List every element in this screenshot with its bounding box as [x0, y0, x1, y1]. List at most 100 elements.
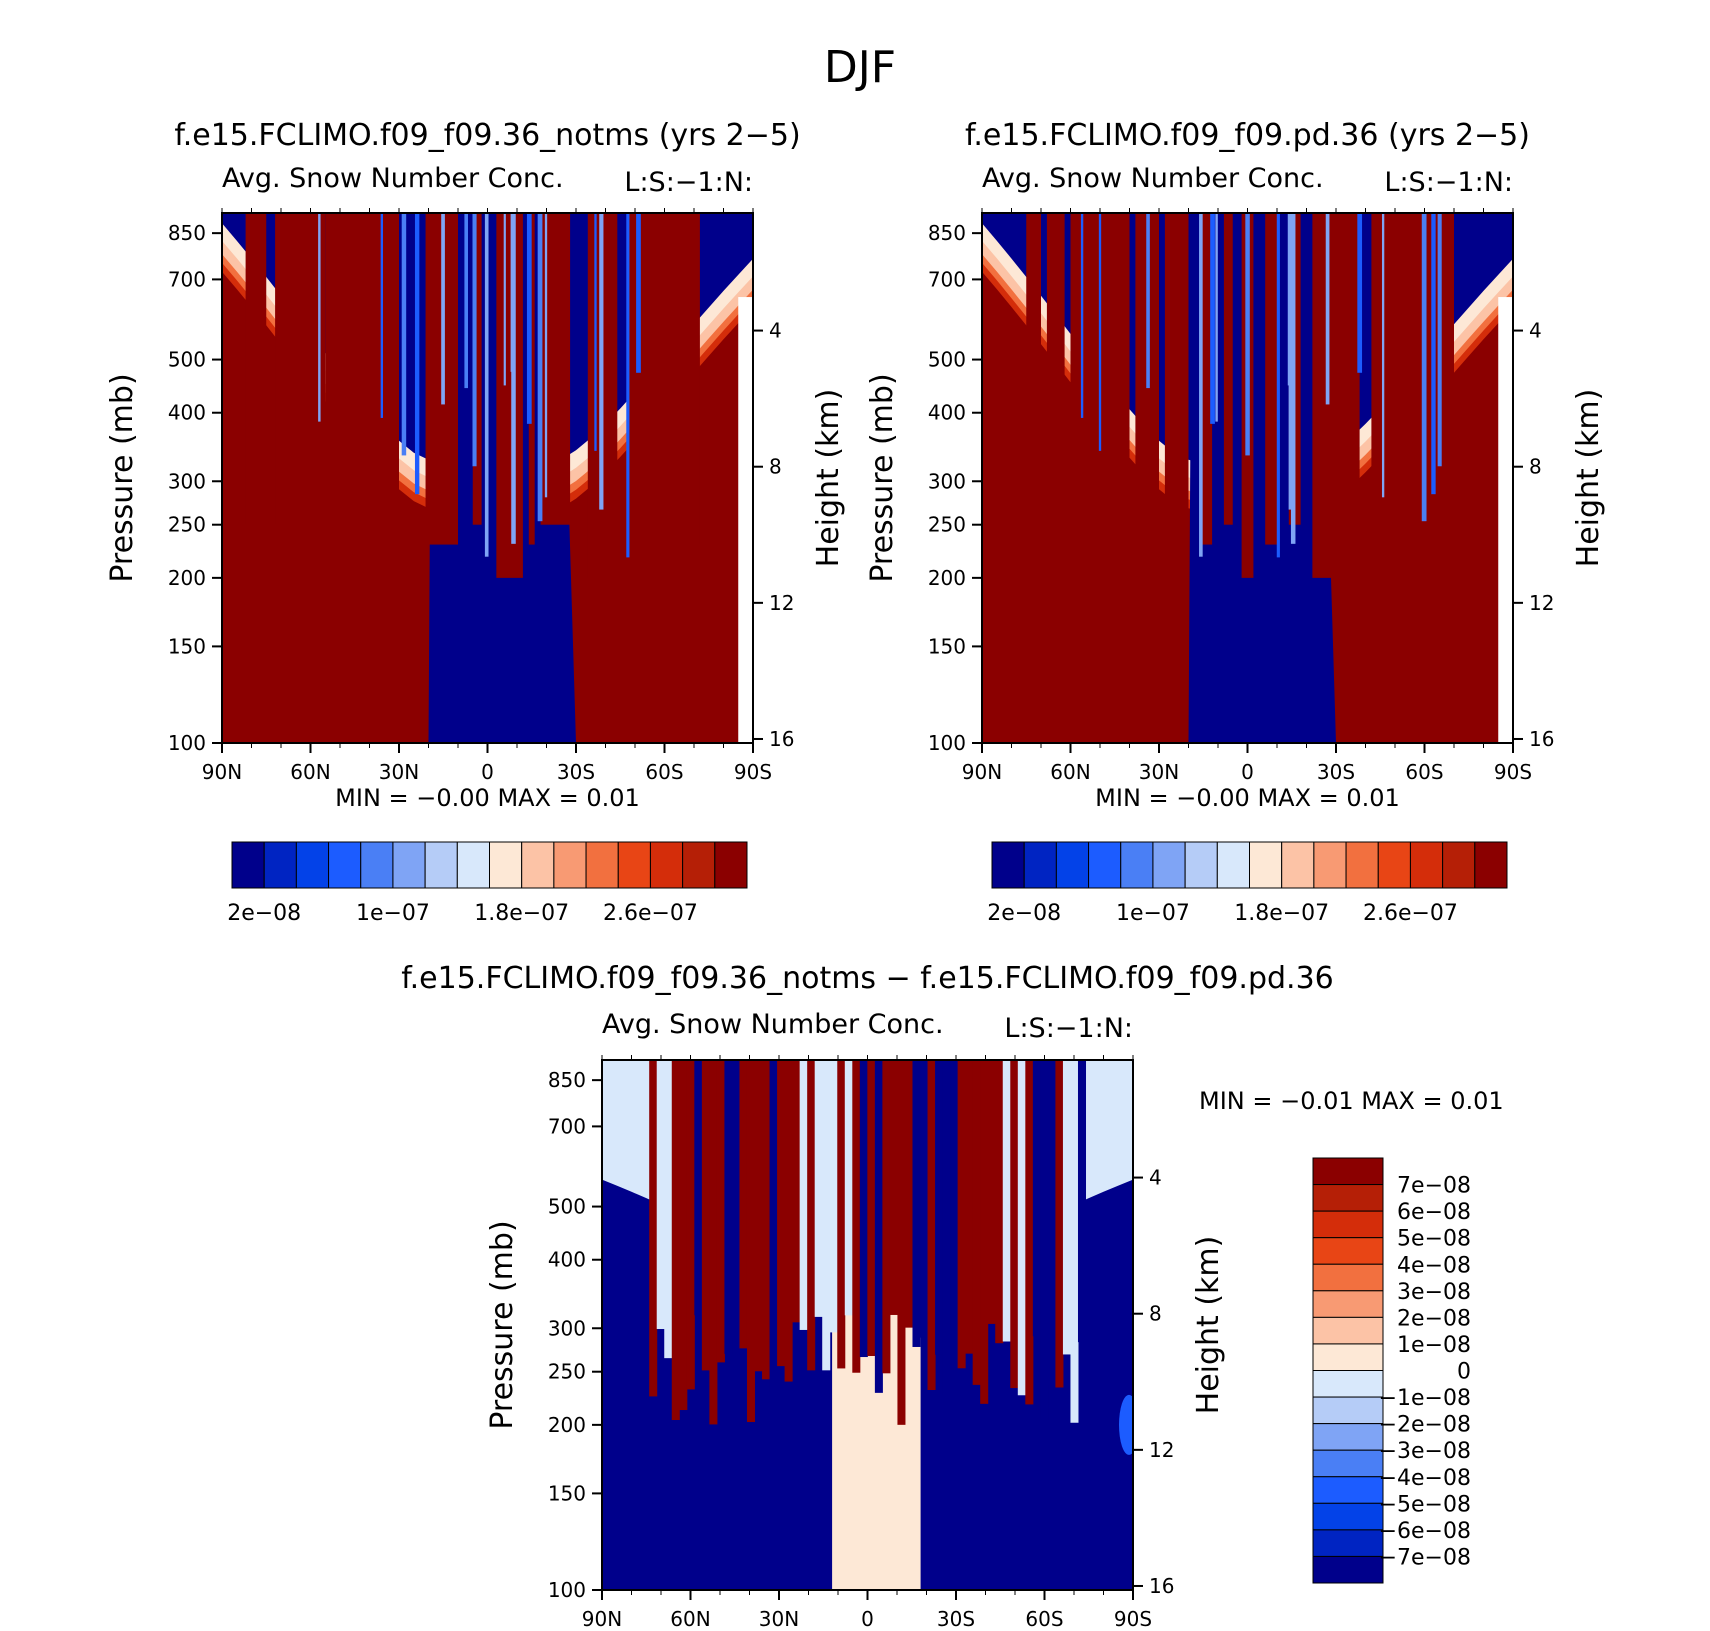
field-dipole-streak [739, 1060, 748, 1349]
field-dipole-streak [701, 1060, 710, 1371]
panel-title: f.e15.FCLIMO.f09_f09.36_notms (yrs 2−5) [174, 118, 800, 153]
x-tick-label: 60S [1405, 760, 1443, 784]
x-tick-label: 30N [1139, 760, 1179, 784]
colorbar-swatch [1120, 841, 1154, 889]
field-missing [738, 297, 753, 743]
field-dipole-streak [995, 1060, 1004, 1344]
field-dipole-streak [844, 1060, 853, 1316]
panel-1: f.e15.FCLIMO.f09_f09.36_notms (yrs 2−5) A… [105, 118, 846, 926]
y-tick-label: 400 [928, 401, 966, 425]
y-tick-label: 850 [928, 221, 966, 245]
colorbar-tick-label: 1.8e−07 [474, 901, 569, 926]
y-right-tick-label: 12 [1529, 591, 1554, 615]
y-axis-label: Pressure (mb) [485, 1220, 520, 1429]
field-dipole-streak [920, 1060, 929, 1338]
colorbar-tick-label: −6e−08 [1379, 1519, 1471, 1544]
field-dipole-streak [904, 1060, 913, 1328]
colorbar-tick-label: −4e−08 [1379, 1466, 1471, 1491]
field-upper-maximum [1200, 213, 1213, 545]
field-upper-maximum [1312, 213, 1360, 578]
field-dipole-streak [716, 1060, 725, 1363]
y-tick-label: 500 [168, 348, 206, 372]
field-dipole-streak [874, 1060, 883, 1393]
colorbar-tick-label: 5e−08 [1397, 1227, 1471, 1252]
field-streak [1210, 213, 1215, 424]
x-tick-label: 0 [481, 760, 494, 784]
colorbar-swatch [1312, 1502, 1384, 1531]
field-dipole-streak [694, 1060, 703, 1316]
y-tick-label: 400 [548, 1248, 586, 1272]
y-right-tick-label: 16 [1529, 727, 1554, 751]
field-upper-maximum [472, 213, 482, 525]
field-streak [503, 213, 506, 386]
x-tick-label: 0 [1241, 760, 1254, 784]
field-dipole-streak [724, 1060, 733, 1355]
panel-title: f.e15.FCLIMO.f09_f09.36_notms − f.e15.FC… [401, 961, 1334, 996]
y-right-tick-label: 4 [1529, 319, 1542, 343]
y-tick-label: 850 [168, 221, 206, 245]
panel-subtitle: Avg. Snow Number Conc. [222, 163, 564, 194]
colorbar-swatch [424, 841, 458, 889]
field-upper-maximum [496, 213, 523, 578]
field-dipole-streak [686, 1060, 695, 1390]
x-tick-label: 30S [1317, 760, 1355, 784]
field-dipole-streak [792, 1060, 801, 1323]
field-streak [318, 213, 321, 422]
x-tick-label: 90S [734, 760, 772, 784]
panel-3: f.e15.FCLIMO.f09_f09.36_notms − f.e15.FC… [401, 961, 1503, 1631]
x-tick-label: 30N [759, 1607, 799, 1631]
field-missing [1498, 297, 1513, 743]
colorbar-swatch [1345, 841, 1379, 889]
field-dipole-streak [867, 1060, 876, 1356]
colorbar-tick-label: 3e−08 [1397, 1280, 1471, 1305]
field-dipole-streak [942, 1060, 951, 1396]
y-tick-label: 850 [548, 1068, 586, 1092]
field-dipole-streak [799, 1060, 808, 1330]
field-streak [626, 213, 630, 558]
field-dipole-streak [950, 1060, 959, 1331]
colorbar: 2e−08 1e−07 1.8e−07 2.6e−07 [987, 841, 1508, 926]
colorbar-swatch [1312, 1184, 1384, 1212]
y-right-tick-label: 4 [1149, 1166, 1162, 1190]
field-dipole-streak [957, 1060, 966, 1369]
colorbar-swatch [1312, 1237, 1384, 1265]
field-dipole-streak [1062, 1060, 1071, 1355]
colorbar-swatch [617, 841, 651, 889]
panel-title: f.e15.FCLIMO.f09_f09.pd.36 (yrs 2−5) [965, 118, 1530, 153]
y-tick-label: 250 [548, 1360, 586, 1384]
field-streak [599, 213, 604, 510]
colorbar-swatch [649, 841, 684, 889]
colorbar-swatch [1152, 841, 1186, 889]
y-tick-label: 700 [168, 267, 206, 291]
field-dipole-streak [1040, 1060, 1049, 1420]
colorbar-tick-label: 2e−08 [1397, 1306, 1471, 1331]
colorbar-swatch [714, 841, 748, 889]
field-streak [472, 213, 477, 467]
y-right-axis-label: Height (km) [1191, 1236, 1226, 1415]
field-dipole-streak [1055, 1060, 1064, 1388]
field-upper-maximum [275, 213, 326, 525]
colorbar-swatch [1312, 1370, 1384, 1398]
field-dipole-streak [814, 1060, 823, 1317]
y-right-axis-label: Height (km) [1571, 389, 1606, 568]
field-streak [441, 213, 445, 405]
field-upper-maximum [528, 213, 535, 545]
field-streak [1146, 213, 1150, 389]
field-upper-maximum [629, 213, 700, 545]
colorbar-swatch [1312, 1423, 1384, 1451]
x-tick-label: 30N [379, 760, 419, 784]
colorbar-swatch [1474, 841, 1508, 889]
field-dipole-streak [762, 1060, 771, 1380]
colorbar: 2e−08 1e−07 1.8e−07 2.6e−07 [227, 841, 748, 926]
field-streak [414, 213, 420, 495]
y-tick-label: 150 [168, 634, 206, 658]
field-dipole-streak [807, 1060, 816, 1371]
field-dipole-streak [859, 1060, 868, 1358]
colorbar-swatch [1409, 841, 1444, 889]
x-tick-label: 90N [582, 1607, 622, 1631]
y-tick-label: 500 [928, 348, 966, 372]
field-dipole-streak [1025, 1060, 1034, 1405]
field-dipole-streak [656, 1060, 665, 1330]
panel-2: f.e15.FCLIMO.f09_f09.pd.36 (yrs 2−5) Avg.… [865, 118, 1606, 926]
